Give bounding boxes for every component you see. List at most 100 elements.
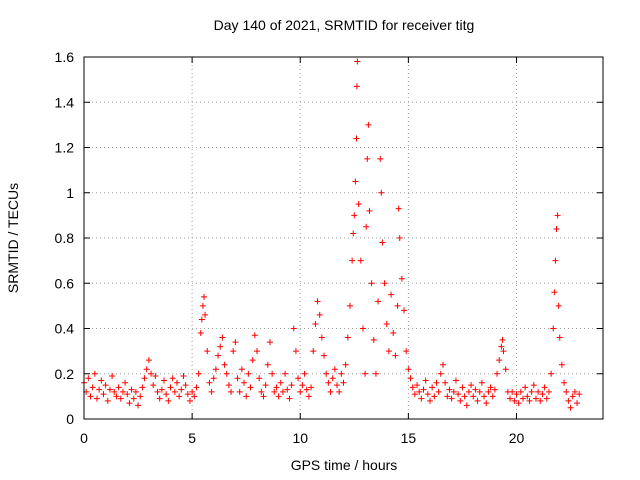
data-point <box>364 155 371 162</box>
data-point <box>465 388 472 395</box>
data-point <box>439 361 446 368</box>
y-tick-label: 0.6 <box>55 275 75 291</box>
data-point <box>290 325 297 332</box>
data-point <box>515 400 522 407</box>
data-point <box>254 348 260 355</box>
data-point <box>132 388 139 395</box>
data-point <box>352 178 359 185</box>
data-point <box>236 388 243 395</box>
data-point <box>275 393 282 400</box>
data-point <box>350 230 357 237</box>
data-point <box>126 400 133 407</box>
data-point <box>102 382 109 389</box>
data-point <box>418 395 425 402</box>
data-point <box>496 357 503 364</box>
data-point <box>202 311 209 318</box>
data-point <box>186 397 193 404</box>
data-point <box>161 377 168 384</box>
data-point <box>431 393 438 400</box>
data-point <box>489 393 496 400</box>
data-point <box>392 352 399 359</box>
y-tick-label: 0.8 <box>55 230 75 246</box>
data-point <box>470 393 477 400</box>
data-point <box>429 384 436 391</box>
data-point <box>448 395 455 402</box>
data-points <box>81 58 583 411</box>
data-point <box>528 388 535 395</box>
data-point <box>476 388 483 395</box>
data-point <box>342 361 349 368</box>
data-point <box>543 395 550 402</box>
data-point <box>394 302 401 309</box>
data-point <box>385 348 392 355</box>
data-point <box>524 393 531 400</box>
data-point <box>509 388 516 395</box>
data-point <box>89 384 96 391</box>
data-point <box>141 375 148 382</box>
data-point <box>355 201 362 208</box>
data-point <box>256 375 263 382</box>
data-point <box>139 384 146 391</box>
data-point <box>558 361 565 368</box>
data-point <box>312 320 319 327</box>
data-point <box>574 400 581 407</box>
data-point <box>156 395 163 402</box>
data-point <box>532 395 539 402</box>
data-point <box>297 388 304 395</box>
data-point <box>282 370 289 377</box>
data-point <box>163 391 170 398</box>
data-point <box>206 379 213 386</box>
data-point <box>437 370 444 377</box>
data-point <box>468 382 475 389</box>
data-point <box>152 373 159 380</box>
data-point <box>150 382 157 389</box>
data-point <box>541 384 548 391</box>
data-point <box>390 330 397 337</box>
data-point <box>85 375 92 382</box>
data-point <box>106 386 113 393</box>
data-point <box>502 366 509 373</box>
data-point <box>435 388 442 395</box>
data-point <box>154 388 161 395</box>
data-point <box>411 391 418 398</box>
data-point <box>284 386 291 393</box>
data-point <box>569 393 576 400</box>
data-point <box>365 121 372 128</box>
data-point <box>321 352 328 359</box>
data-point <box>407 375 414 382</box>
data-point <box>427 397 433 404</box>
data-point <box>346 302 353 309</box>
data-point <box>327 388 334 395</box>
data-point <box>556 334 563 341</box>
data-point <box>301 370 308 377</box>
data-point <box>446 386 453 393</box>
data-point <box>450 388 457 395</box>
x-tick-label: 20 <box>509 430 525 446</box>
data-point <box>173 379 180 386</box>
data-point <box>463 402 470 409</box>
data-point <box>288 382 295 389</box>
data-point <box>553 225 560 232</box>
data-point <box>554 212 561 219</box>
data-point <box>398 275 405 282</box>
data-point <box>176 393 183 400</box>
data-point <box>375 298 382 305</box>
data-point <box>124 391 131 398</box>
data-point <box>539 391 546 398</box>
data-point <box>277 379 284 386</box>
data-point <box>269 370 276 377</box>
data-point <box>158 386 165 393</box>
data-point <box>499 336 506 343</box>
y-tick-label: 0.2 <box>55 366 75 382</box>
data-point <box>513 391 520 398</box>
data-point <box>416 388 423 395</box>
x-axis-label: GPS time / hours <box>291 457 398 473</box>
data-point <box>395 205 402 212</box>
data-point <box>143 366 150 373</box>
data-point <box>91 370 98 377</box>
data-point <box>405 366 412 373</box>
data-point <box>262 382 269 389</box>
data-point <box>457 397 464 404</box>
data-point <box>258 388 265 395</box>
data-point <box>225 382 232 389</box>
